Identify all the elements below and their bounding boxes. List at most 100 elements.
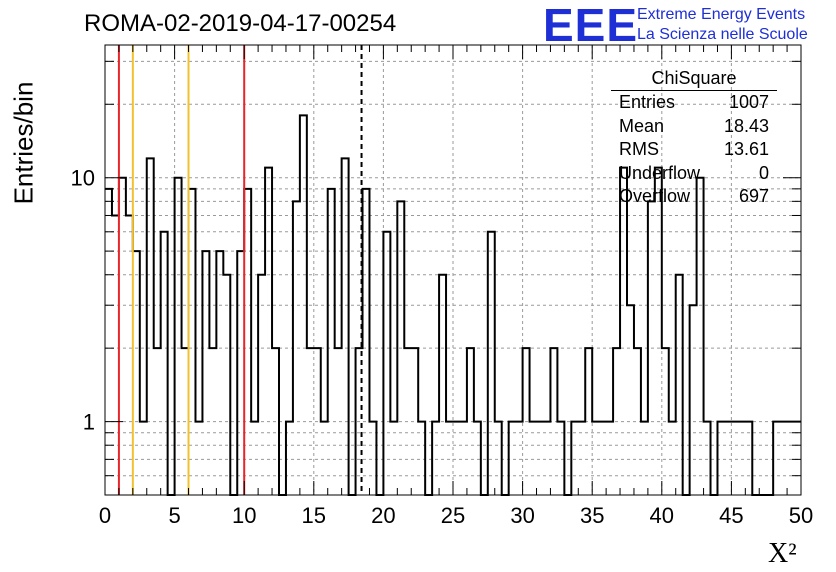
histogram-bin	[543, 422, 550, 495]
histogram-bin	[383, 232, 390, 495]
histogram-bin	[648, 201, 655, 495]
histogram-bin	[613, 348, 620, 495]
histogram-bin	[676, 275, 683, 495]
x-tick-label: 20	[371, 503, 395, 528]
histogram-bin	[704, 422, 711, 495]
histogram-bin	[724, 422, 731, 495]
histogram-bin	[488, 232, 495, 495]
y-tick-label: 10	[71, 166, 95, 191]
histogram-bin	[321, 422, 328, 495]
histogram-bin	[293, 201, 300, 495]
x-tick-label: 10	[232, 503, 256, 528]
histogram-bin	[363, 189, 370, 495]
x-tick-label: 25	[441, 503, 465, 528]
histogram-bin	[697, 178, 704, 495]
stats-row-mean: Mean 18.43	[611, 115, 777, 139]
histogram-bin	[641, 422, 648, 495]
histogram-bin	[509, 422, 516, 495]
y-tick-label: 1	[83, 410, 95, 435]
histogram-bin	[300, 115, 307, 495]
histogram-bin	[599, 422, 606, 495]
stats-value: 697	[738, 186, 769, 206]
histogram-bin	[780, 422, 787, 495]
histogram-bin	[620, 168, 627, 495]
histogram-bin	[773, 422, 780, 495]
histogram-bin	[251, 422, 258, 495]
histogram-bin	[745, 422, 752, 495]
stats-value: 13.61	[723, 139, 769, 159]
x-tick-label: 5	[168, 503, 180, 528]
histogram-bin	[202, 251, 209, 495]
x-axis-label: X²	[768, 538, 797, 569]
stats-row-rms: RMS 13.61	[611, 138, 777, 162]
histogram-bin	[627, 305, 634, 495]
histogram-bin	[550, 348, 557, 495]
histogram-bin	[731, 422, 738, 495]
histogram-bin	[175, 178, 182, 495]
histogram-bin	[390, 422, 397, 495]
x-tick-label: 30	[510, 503, 534, 528]
histogram-bin	[738, 422, 745, 495]
histogram-bin	[397, 201, 404, 495]
histogram-bin	[495, 422, 502, 495]
axes	[104, 44, 802, 496]
histogram-bin	[404, 348, 411, 495]
eee-logo: EEE	[543, 0, 639, 51]
stats-row-overflow: Overflow 697	[611, 185, 777, 209]
x-tick-label: 35	[580, 503, 604, 528]
x-tick-label: 40	[650, 503, 674, 528]
x-tick-label: 0	[99, 503, 111, 528]
histogram-bin	[105, 189, 112, 495]
histogram-bin	[126, 215, 133, 495]
histogram-bin	[516, 422, 523, 495]
reference-lines	[117, 45, 363, 495]
histogram-bin	[634, 348, 641, 495]
histogram-bin	[223, 275, 230, 495]
stats-value: 18.43	[723, 115, 769, 136]
histogram-bin	[286, 422, 293, 495]
histogram-bin	[669, 422, 676, 495]
stats-value: 1007	[728, 92, 769, 112]
histogram-bin	[314, 348, 321, 495]
histogram-bin	[244, 189, 251, 495]
stats-title: ChiSquare	[611, 66, 777, 91]
stats-key: Entries	[619, 92, 676, 112]
histogram-bin	[460, 422, 467, 495]
histogram-bin	[446, 422, 453, 495]
histogram-bin	[119, 178, 126, 495]
histogram-bin	[195, 422, 202, 495]
stats-row-underflow: Underflow 0	[611, 162, 777, 186]
tick-labels: 0 5 10 15 20 25 30 35 40 45 50 1 10	[71, 166, 814, 528]
histogram-bin	[307, 348, 314, 495]
histogram-bin	[523, 348, 530, 495]
histogram-bin	[592, 422, 599, 495]
stats-value: 0	[758, 162, 769, 183]
histogram-bin	[411, 348, 418, 495]
x-tick-label: 45	[719, 503, 743, 528]
stats-key: Mean	[619, 115, 665, 136]
logo-subtitle-2: La Scienza nelle Scuole	[637, 26, 808, 43]
histogram-bin	[690, 305, 697, 495]
histogram-bin	[147, 158, 154, 495]
histogram-bin	[335, 348, 342, 495]
stats-key: Overflow	[619, 186, 691, 206]
histogram-bin	[369, 422, 376, 495]
histogram-bin	[265, 168, 272, 495]
histogram-bin	[161, 232, 168, 495]
histogram-bin	[209, 348, 216, 495]
histogram-bin	[258, 275, 265, 495]
histogram-bin	[606, 422, 613, 495]
histogram-bin	[439, 275, 446, 495]
histogram-bin	[453, 422, 460, 495]
histogram-bin	[418, 422, 425, 495]
x-tick-label: 50	[789, 503, 813, 528]
stats-row-entries: Entries 1007	[611, 91, 777, 115]
histogram-bin	[467, 348, 474, 495]
histogram-bin	[537, 422, 544, 495]
stats-box: ChiSquare Entries 1007 Mean 18.43 RMS 13…	[611, 66, 777, 209]
y-axis-label-box: Entries/bin	[6, 82, 42, 205]
chart-title: ROMA-02-2019-04-17-00254	[84, 10, 397, 37]
histogram-bin	[557, 422, 564, 495]
histogram-bin	[216, 251, 223, 495]
